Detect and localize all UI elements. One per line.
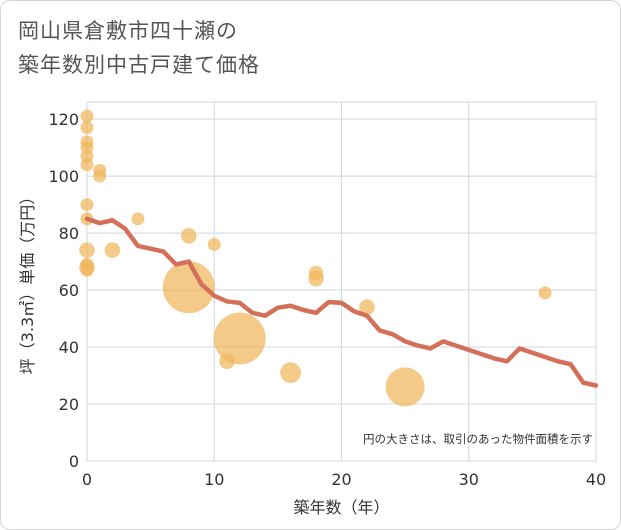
data-bubble [308,270,324,287]
trend-line-layer [84,216,599,388]
y-tick-label: 120 [48,110,79,129]
data-bubble [104,242,121,258]
y-tick-label: 60 [59,281,79,300]
data-bubble [80,263,94,277]
data-bubble [80,158,94,172]
data-bubble [162,261,215,314]
x-tick-label: 40 [586,470,606,489]
x-tick-label: 10 [204,470,224,489]
y-axis-label: 坪（3.3㎡）単価（万円） [18,189,37,374]
data-bubble [80,109,94,123]
y-tick-label: 80 [59,224,79,243]
data-bubble [207,237,221,251]
data-bubble [359,299,375,315]
data-bubble [280,362,301,384]
y-tick-label: 40 [59,338,79,357]
data-bubble [131,212,145,226]
bubble-series [79,109,552,407]
chart-title-line-1: 岡山県倉敷市四十瀬の [18,19,238,43]
data-bubble [80,121,94,135]
chart-title-line-2: 築年数別中古戸建て価格 [18,53,260,77]
data-bubble [80,198,94,212]
x-tick-label: 30 [459,470,479,489]
trend-line [84,216,599,388]
bubble-size-note: 円の大きさは、取引のあった物件面積を示す [363,432,593,446]
plot-border [86,101,597,462]
data-bubble [181,228,197,244]
x-tick-label: 20 [331,470,351,489]
data-bubble [93,169,107,183]
x-axis-label: 築年数（年） [293,498,389,517]
y-tick-label: 100 [48,167,79,186]
y-tick-label: 20 [59,395,79,414]
axis-ticks: 0 20 40 60 80 100 120 0 10 20 30 40 [48,110,606,489]
x-tick-label: 0 [82,470,92,489]
data-bubble [79,242,95,258]
data-bubble [538,286,552,300]
y-tick-label: 0 [69,452,79,471]
chart-title: 岡山県倉敷市四十瀬の 築年数別中古戸建て価格 [18,14,260,82]
data-bubble [385,367,425,407]
data-bubble [213,312,266,365]
